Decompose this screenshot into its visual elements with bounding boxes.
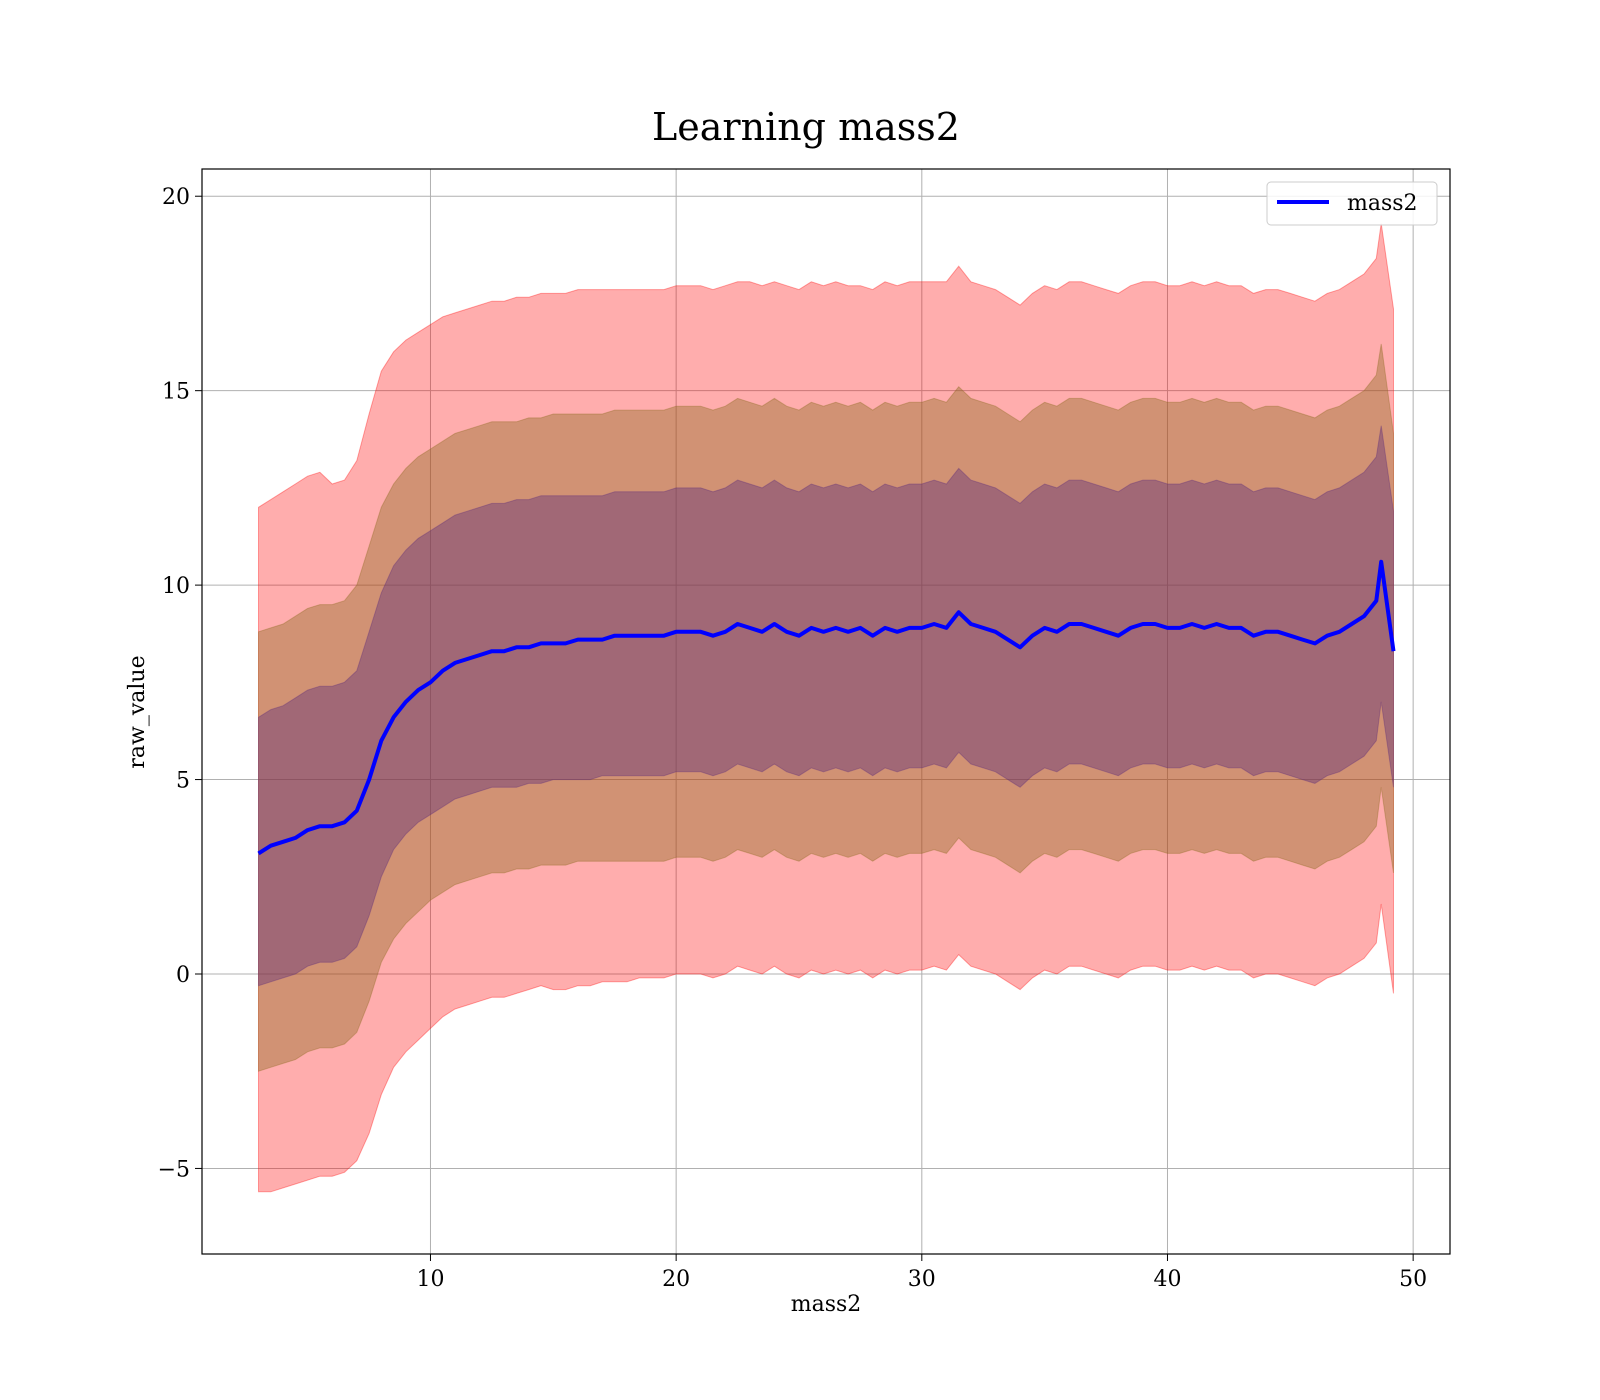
plot-frame — [201, 168, 1451, 1255]
x-axis-label: mass2 — [791, 1292, 862, 1317]
y-tick-label: 10 — [162, 574, 190, 599]
x-tick-label: 50 — [1399, 1267, 1427, 1292]
confidence-band-3 — [258, 425, 1394, 987]
x-tick-label: 10 — [416, 1267, 444, 1292]
y-tick-label: −5 — [158, 1157, 190, 1182]
series — [257, 559, 1396, 856]
y-tick-label: 20 — [162, 185, 190, 210]
legend-label: mass2 — [1347, 191, 1418, 216]
confidence-band-2 — [258, 343, 1394, 1072]
grid — [202, 169, 1450, 1254]
chart-title: Learning mass2 — [652, 105, 960, 149]
y-axis-ticks: −5 0 5 10 15 20 — [158, 185, 202, 1182]
x-tick-label: 30 — [908, 1267, 936, 1292]
legend-box — [1266, 181, 1438, 226]
series-line-mass2 — [257, 559, 1396, 856]
legend: mass2 — [1266, 181, 1438, 226]
y-tick-label: 5 — [176, 769, 190, 794]
y-tick-label: 0 — [176, 963, 190, 988]
x-tick-label: 20 — [662, 1267, 690, 1292]
bands — [258, 223, 1394, 1193]
y-tick-label: 15 — [162, 380, 190, 405]
y-axis-label: raw_value — [125, 655, 150, 768]
x-axis-ticks: 10 20 30 40 50 — [416, 1254, 1427, 1292]
x-tick-label: 40 — [1153, 1267, 1181, 1292]
confidence-band-1 — [258, 223, 1394, 1193]
